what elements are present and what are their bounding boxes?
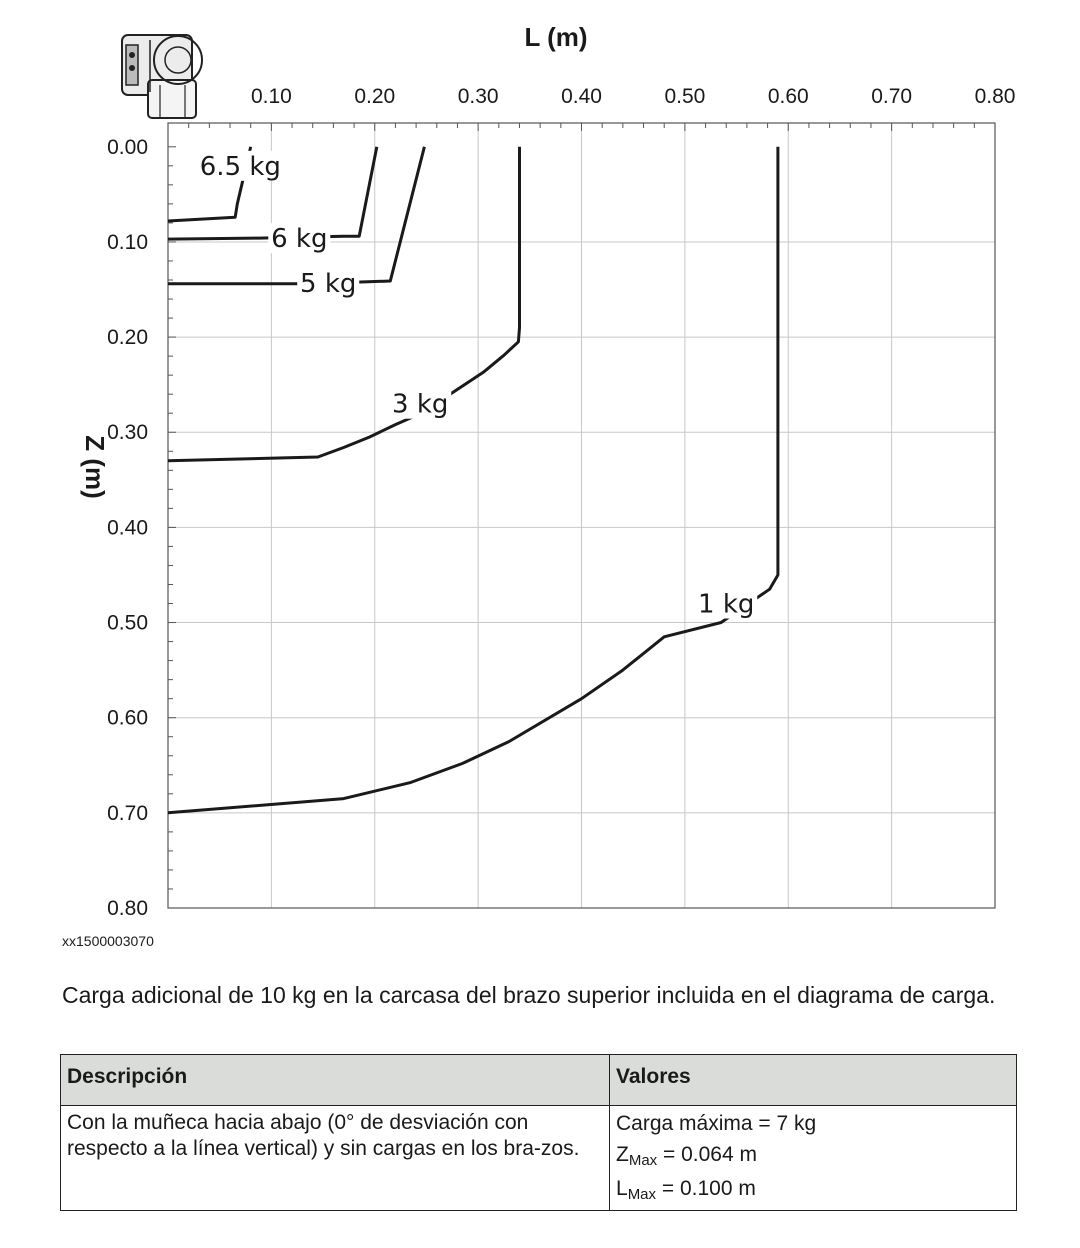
y-tick-label: 0.20: [107, 326, 148, 349]
y-tick-label: 0.70: [107, 802, 148, 825]
max-load-value: Carga máxima = 7 kg: [616, 1112, 817, 1135]
l-max-number: = 0.100 m: [656, 1177, 756, 1200]
description-cell: Con la muñeca hacia abajo (0° de desviac…: [60, 1105, 610, 1211]
l-max-value: LMax = 0.100 m: [616, 1172, 1010, 1206]
l-max-symbol: L: [616, 1177, 628, 1200]
x-tick-label: 0.30: [458, 85, 499, 108]
x-tick-label: 0.70: [871, 85, 912, 108]
specification-table: Descripción Valores Con la muñeca hacia …: [60, 1054, 1017, 1211]
curve-label-backdrop: [389, 388, 452, 419]
load-curve-3-kg: [167, 146, 521, 463]
curve-label-backdrop: [268, 223, 331, 254]
curve-label-backdrop: [297, 267, 360, 298]
x-tick-label: 0.50: [664, 85, 705, 108]
x-tick-label: 0.10: [251, 85, 292, 108]
curve-label: 6.5 kg: [200, 152, 281, 182]
figure-reference-id: xx1500003070: [62, 933, 154, 949]
chart-grid: [168, 123, 996, 908]
plot-frame: [167, 122, 996, 909]
curve-label: 6 kg: [271, 224, 327, 254]
curve-label: 1 kg: [698, 590, 754, 620]
y-tick-label: 0.30: [107, 421, 148, 444]
z-max-subscript: Max: [628, 1152, 658, 1169]
minor-ticks: [168, 123, 975, 890]
x-tick-labels: 0.10 0.20 0.30 0.40 0.50 0.60 0.70 0.80: [251, 85, 1016, 108]
curve-label: 5 kg: [300, 269, 356, 299]
y-tick-label: 0.80: [107, 897, 148, 920]
x-tick-label: 0.60: [768, 85, 809, 108]
curve-labels: 6.5 kg 6 kg 5 kg 3 kg 1 kg: [196, 150, 758, 620]
load-curve-5-kg: [168, 146, 426, 286]
header-description: Descripción: [60, 1054, 610, 1106]
y-tick-label: 0.50: [107, 612, 148, 635]
y-tick-labels: 0.00 0.10 0.20 0.30 0.40 0.50 0.60 0.70 0.80: [107, 136, 148, 920]
header-values: Valores: [609, 1054, 1017, 1106]
chart-caption: Carga adicional de 10 kg en la carcasa d…: [62, 982, 996, 1008]
l-max-subscript: Max: [627, 1186, 657, 1203]
plot-border: [167, 122, 996, 909]
x-axis-label: L (m): [524, 22, 587, 52]
y-tick-label: 0.40: [107, 516, 148, 539]
load-curve-1-kg: [167, 146, 780, 815]
table-row: Con la muñeca hacia abajo (0° de desviac…: [60, 1105, 1017, 1211]
table-header-row: Descripción Valores: [60, 1054, 1017, 1106]
load-diagram-chart: 0.10 0.20 0.30 0.40 0.50 0.60 0.70 0.80 0.00 0.1…: [80, 22, 1016, 920]
x-tick-label: 0.80: [975, 85, 1016, 108]
curve-label-backdrop: [196, 150, 285, 181]
y-tick-label: 0.60: [107, 707, 148, 730]
y-axis-label: Z (m): [80, 435, 110, 499]
load-curves: [167, 146, 780, 815]
curve-label-backdrop: [695, 588, 758, 619]
curve-label: 3 kg: [392, 390, 448, 420]
x-tick-label: 0.40: [561, 85, 602, 108]
load-curve-6-kg: [167, 146, 379, 241]
z-max-number: = 0.064 m: [657, 1143, 757, 1166]
y-tick-label: 0.00: [107, 136, 148, 159]
x-tick-label: 0.20: [354, 85, 395, 108]
y-tick-label: 0.10: [107, 231, 148, 254]
robot-wrist-icon: [121, 34, 203, 119]
values-cell: Carga máxima = 7 kg ZMax = 0.064 m LMax …: [609, 1105, 1017, 1211]
z-max-symbol: Z: [616, 1143, 629, 1166]
z-max-value: ZMax = 0.064 m: [616, 1138, 1010, 1172]
